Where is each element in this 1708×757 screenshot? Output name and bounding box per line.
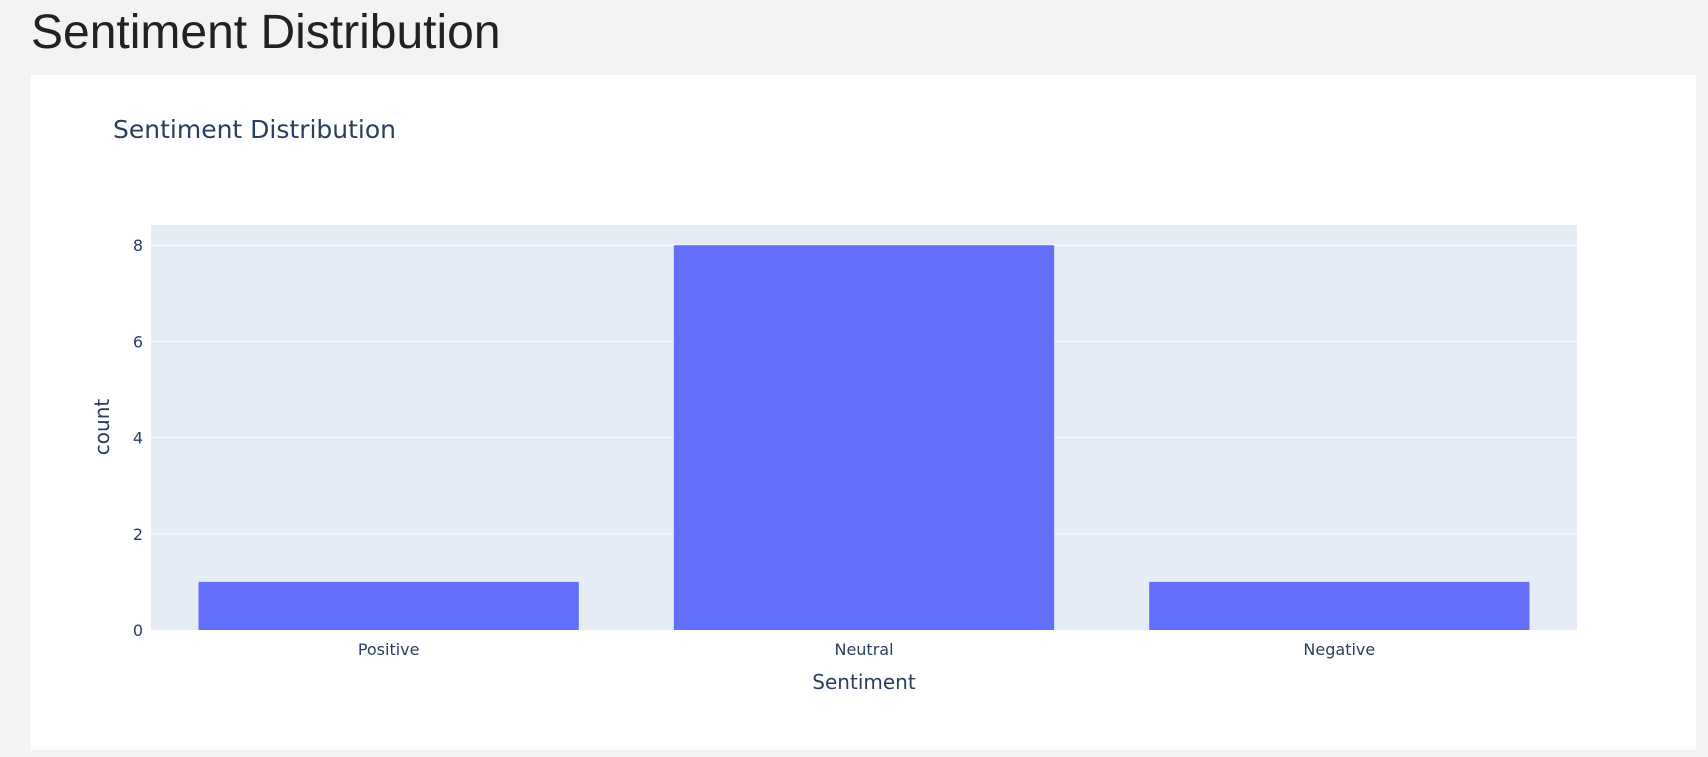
chart-card: Sentiment Distribution 0 2 4 6 8 Positive Neu… xyxy=(31,75,1696,750)
bar-negative[interactable] xyxy=(1149,581,1530,630)
bar-positive[interactable] xyxy=(198,581,579,630)
page-title: Sentiment Distribution xyxy=(31,6,501,59)
x-tick-label: Positive xyxy=(358,640,420,659)
bar-neutral[interactable] xyxy=(673,245,1055,630)
bar-chart: Sentiment Distribution 0 2 4 6 8 Positive Neu… xyxy=(90,115,1577,694)
chart-title: Sentiment Distribution xyxy=(113,115,396,144)
y-tick-label: 4 xyxy=(133,429,143,448)
x-tick-label: Neutral xyxy=(834,640,893,659)
y-axis-ticks: 0 2 4 6 8 xyxy=(133,236,143,640)
x-axis-title: Sentiment xyxy=(812,670,916,694)
y-tick-label: 8 xyxy=(133,236,143,255)
y-axis-title: count xyxy=(90,399,114,456)
y-tick-label: 0 xyxy=(133,621,143,640)
y-tick-label: 2 xyxy=(133,525,143,544)
y-tick-label: 6 xyxy=(133,332,143,351)
bars xyxy=(198,245,1530,630)
x-tick-label: Negative xyxy=(1303,640,1375,659)
x-axis-ticks: Positive Neutral Negative xyxy=(358,640,1375,659)
